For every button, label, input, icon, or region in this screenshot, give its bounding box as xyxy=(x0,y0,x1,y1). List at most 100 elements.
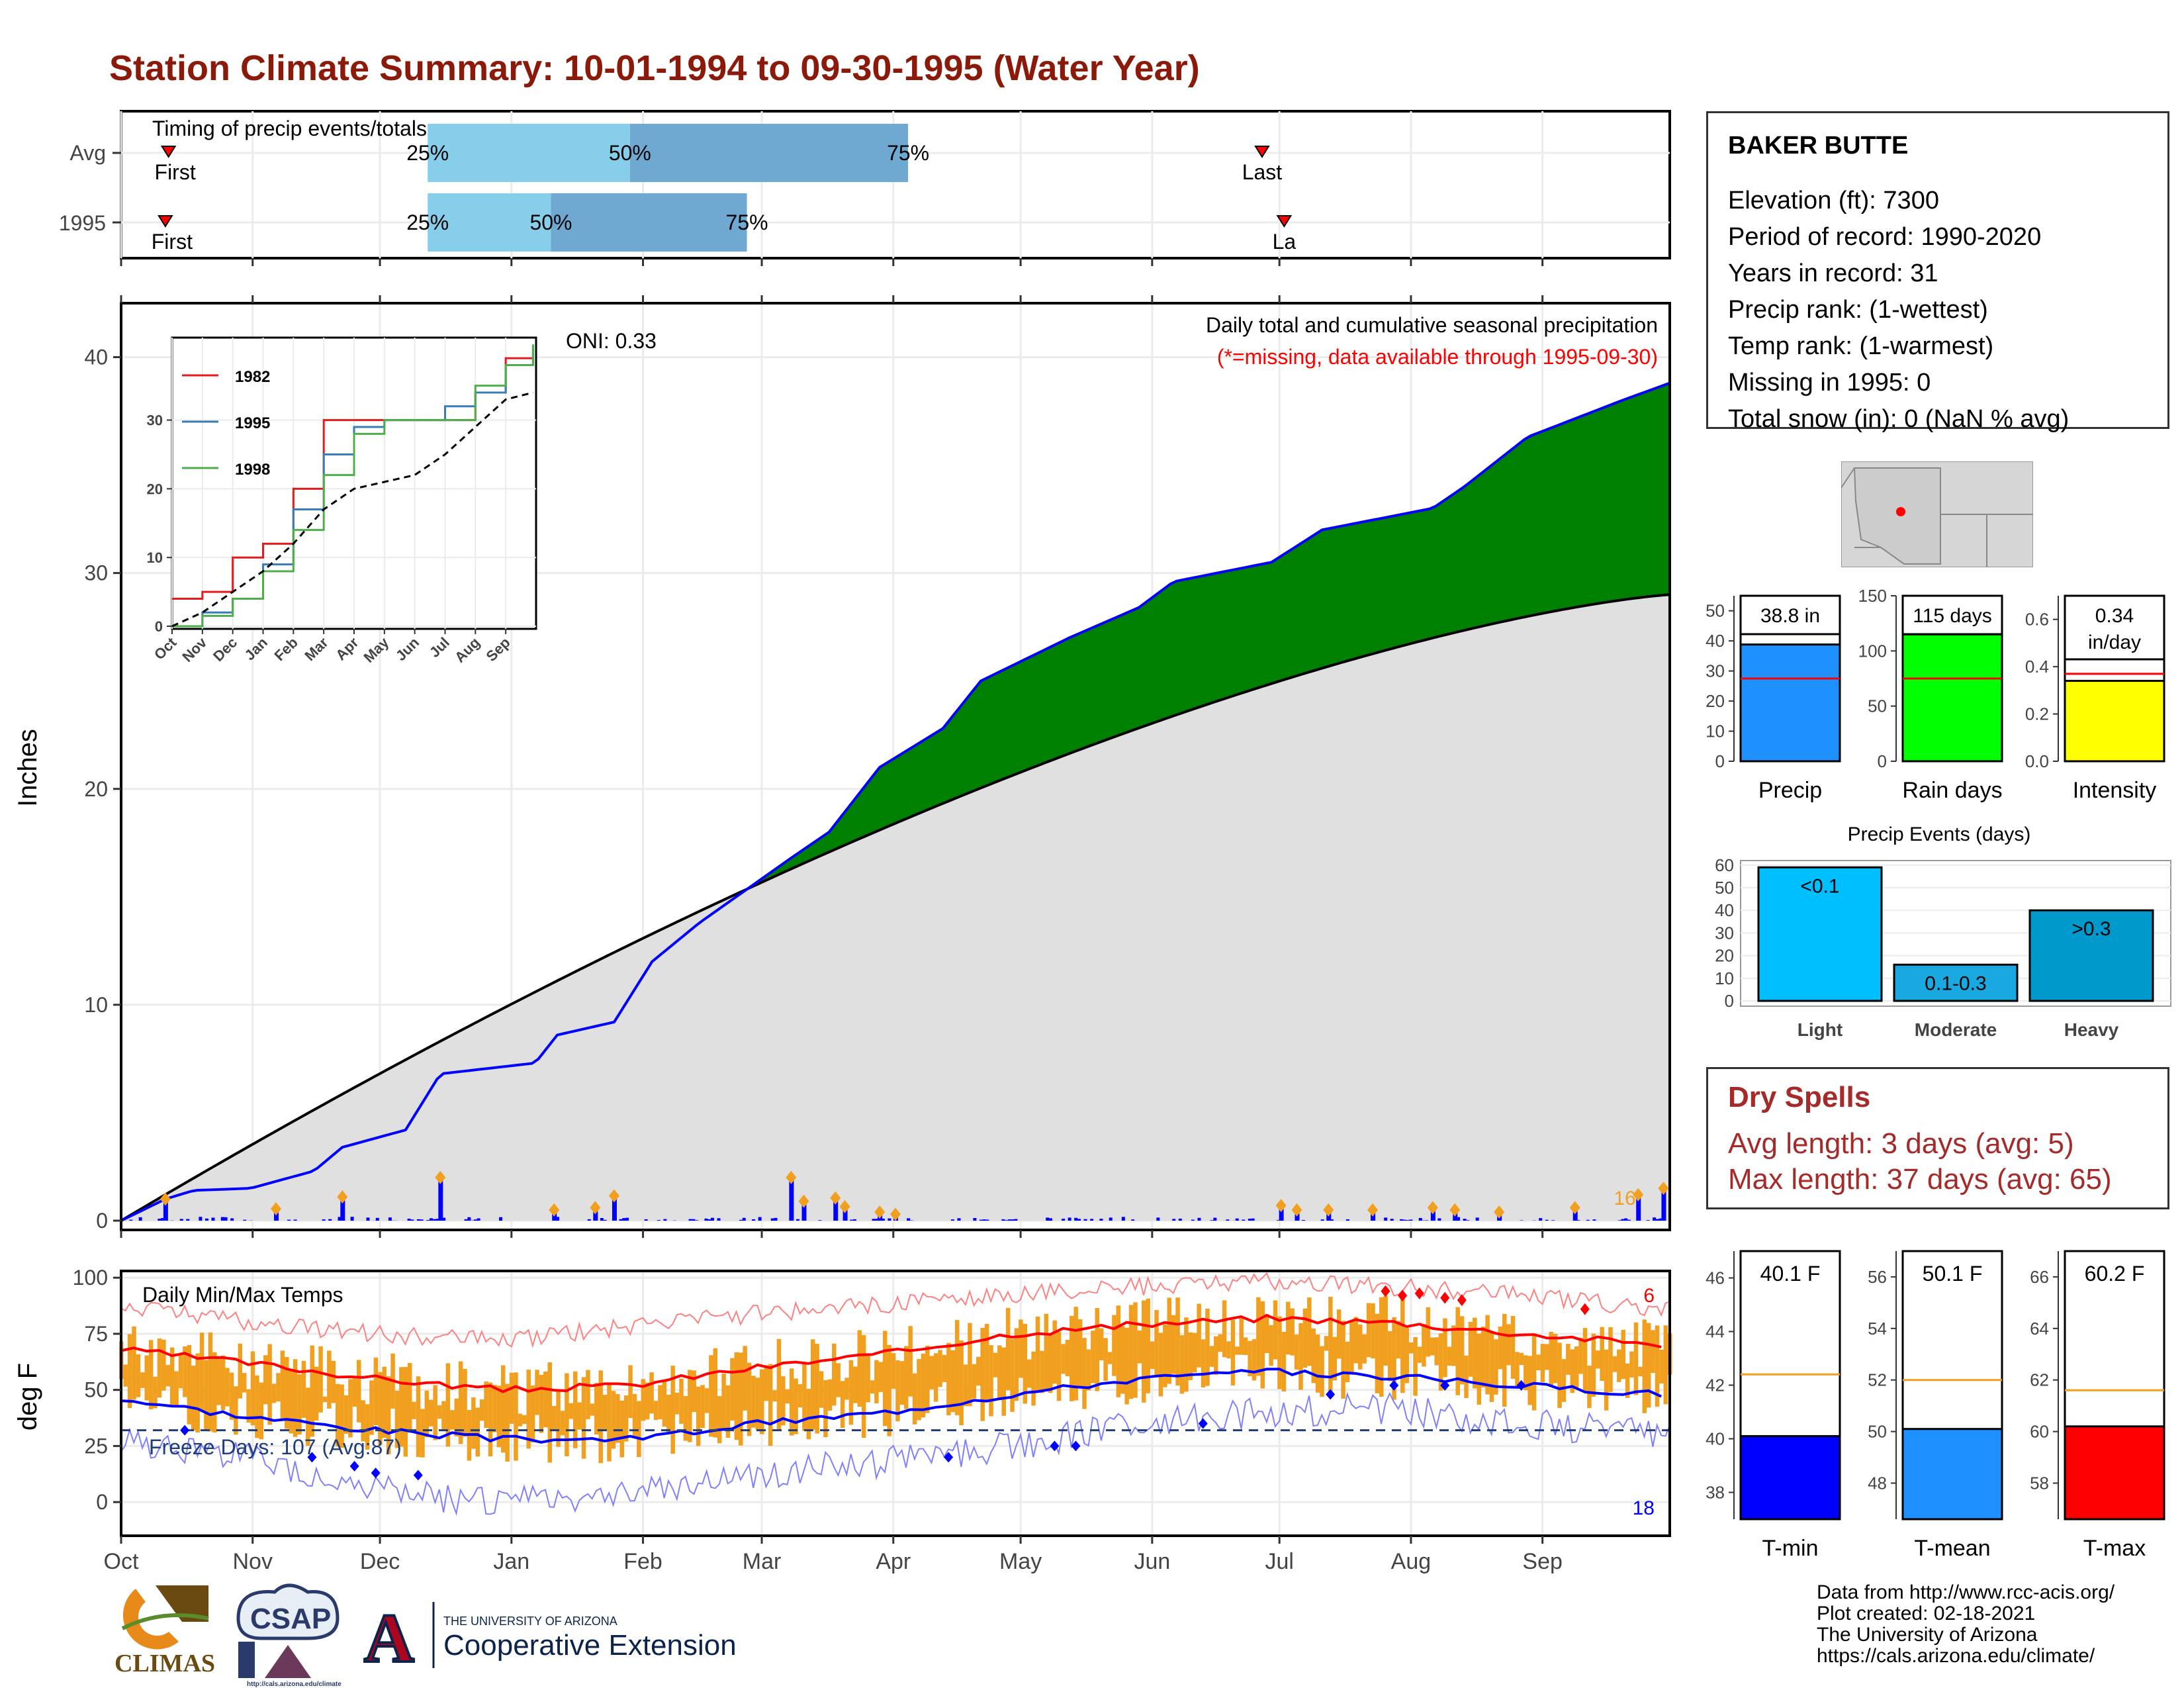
daily-temp-range-bar xyxy=(577,1402,582,1430)
daily-temp-range-bar xyxy=(234,1386,238,1435)
daily-temp-range-bar xyxy=(925,1345,930,1413)
daily-temp-range-bar xyxy=(1604,1349,1609,1411)
daily-temp-range-bar xyxy=(424,1390,430,1438)
daily-temp-range-bar xyxy=(403,1366,408,1457)
heavy-event-marker xyxy=(798,1194,809,1208)
daily-temp-range-bar xyxy=(717,1396,722,1444)
daily-temp-range-bar xyxy=(887,1344,891,1436)
daily-temp-range-bar xyxy=(1277,1316,1282,1389)
daily-temp-range-bar xyxy=(866,1354,870,1403)
daily-temp-range-bar xyxy=(1570,1349,1575,1393)
temp-title: Daily Min/Max Temps xyxy=(142,1283,343,1307)
events-y-label: 60 xyxy=(1715,855,1734,875)
daily-precip-bar xyxy=(186,1219,190,1221)
daily-temp-range-bar xyxy=(751,1376,756,1428)
daily-temp-range-bar xyxy=(1434,1337,1439,1366)
daily-temp-range-bar xyxy=(229,1372,234,1420)
daily-temp-range-bar xyxy=(132,1326,136,1400)
daily-temp-range-bar xyxy=(1001,1347,1006,1416)
daily-temp-range-bar xyxy=(246,1389,251,1423)
daily-precip-bar xyxy=(1049,1218,1052,1221)
daily-temp-range-bar xyxy=(1422,1323,1426,1367)
main-frame xyxy=(120,302,1671,1231)
daily-temp-range-bar xyxy=(407,1362,412,1433)
daily-temp-range-bar xyxy=(1290,1308,1295,1356)
ua-letter: A xyxy=(364,1599,414,1677)
temp-summary-y-label: 64 xyxy=(2030,1319,2049,1338)
daily-temp-range-bar xyxy=(645,1382,650,1420)
record-high-marker xyxy=(1398,1289,1408,1302)
daily-precip-bar xyxy=(1646,1220,1650,1221)
record-low-marker xyxy=(1389,1380,1399,1391)
daily-precip-bar xyxy=(129,1219,133,1221)
daily-precip-bar xyxy=(1210,1220,1214,1221)
daily-temp-range-bar xyxy=(1005,1307,1011,1391)
daily-temp-range-bar xyxy=(1375,1313,1380,1393)
daily-precip-bar xyxy=(796,1219,799,1221)
daily-temp-range-bar xyxy=(1218,1334,1222,1352)
daily-temp-range-bar xyxy=(658,1385,662,1420)
daily-temp-range-bar xyxy=(1112,1315,1116,1376)
daily-temp-range-bar xyxy=(1222,1300,1227,1358)
coop-extension-text: Cooperative Extension xyxy=(443,1629,737,1662)
timing-panel: 25% 50% 75% First Last 25% 50% 75% First La Timin… xyxy=(59,110,1671,266)
daily-temp-range-bar xyxy=(832,1343,837,1406)
daily-temp-range-bar xyxy=(1239,1318,1244,1355)
daily-temp-range-bar xyxy=(1612,1356,1617,1372)
daily-precip-bar xyxy=(1014,1219,1018,1221)
daily-temp-range-bar xyxy=(666,1394,671,1432)
daily-temp-range-bar xyxy=(1116,1305,1121,1397)
temp-summary-y-label: 54 xyxy=(1868,1319,1887,1338)
month-label: Feb xyxy=(623,1549,662,1574)
daily-temp-range-bar xyxy=(713,1348,718,1438)
daily-temp-range-bar xyxy=(747,1362,752,1436)
daily-temp-range-bar xyxy=(946,1342,951,1416)
daily-temp-range-bar xyxy=(1175,1297,1180,1386)
month-label: Sep xyxy=(1522,1549,1563,1574)
daily-precip-bar xyxy=(426,1220,430,1221)
daily-temp-range-bar xyxy=(361,1400,365,1442)
y-tick-label: 0 xyxy=(96,1490,108,1514)
summary-y-label: 50 xyxy=(1706,601,1725,621)
daily-temp-range-bar xyxy=(1646,1323,1651,1408)
daily-precip-bar xyxy=(1251,1218,1255,1221)
heavy-event-marker xyxy=(830,1191,841,1205)
daily-temp-range-bar xyxy=(1485,1315,1490,1395)
inset-month-label: Nov xyxy=(179,633,210,665)
daily-precip-bar xyxy=(1302,1219,1306,1221)
daily-temp-range-bar xyxy=(212,1352,217,1432)
daily-temp-range-bar xyxy=(1235,1346,1240,1355)
daily-temp-range-bar xyxy=(768,1364,773,1446)
daily-temp-range-bar xyxy=(445,1363,451,1447)
csap-url-text: http://cals.arizona.edu/climate xyxy=(247,1681,341,1688)
daily-temp-range-bar xyxy=(348,1379,353,1438)
daily-precip-bar xyxy=(1390,1219,1394,1221)
daily-precip-bar xyxy=(464,1219,468,1221)
daily-temp-range-bar xyxy=(318,1346,323,1413)
daily-temp-range-bar xyxy=(696,1386,701,1446)
daily-precip-bar xyxy=(907,1218,911,1221)
daily-temp-range-bar xyxy=(1366,1303,1371,1358)
timing-row-1995-label: 1995 xyxy=(59,211,106,235)
dry-spells-max: Max length: 37 days (avg: 65) xyxy=(1728,1163,2112,1196)
record-max-line xyxy=(120,1272,1670,1348)
daily-temp-range-bar xyxy=(429,1399,433,1427)
daily-precip-bar xyxy=(1191,1219,1195,1221)
daily-precip-bar xyxy=(1409,1219,1413,1221)
daily-precip-bar xyxy=(1624,1218,1628,1221)
daily-temp-range-bar xyxy=(280,1350,285,1419)
daily-precip-bar xyxy=(663,1219,667,1221)
daily-precip-bar xyxy=(982,1219,986,1221)
daily-temp-range-bar xyxy=(340,1384,344,1448)
temp-summary-x-label: T-min xyxy=(1762,1536,1819,1561)
daily-precip-bar xyxy=(1109,1217,1113,1221)
heavy-event-marker xyxy=(1658,1182,1669,1196)
daily-temp-range-bar xyxy=(878,1362,884,1392)
daily-temp-range-bar xyxy=(692,1370,696,1413)
daily-temp-range-bar xyxy=(526,1370,531,1449)
summary-y-label: 150 xyxy=(1858,586,1887,606)
temp-summary-y-label: 38 xyxy=(1706,1483,1725,1503)
daily-temp-range-bar xyxy=(1336,1309,1342,1359)
footer-line: https://cals.arizona.edu/climate/ xyxy=(1817,1645,2095,1667)
